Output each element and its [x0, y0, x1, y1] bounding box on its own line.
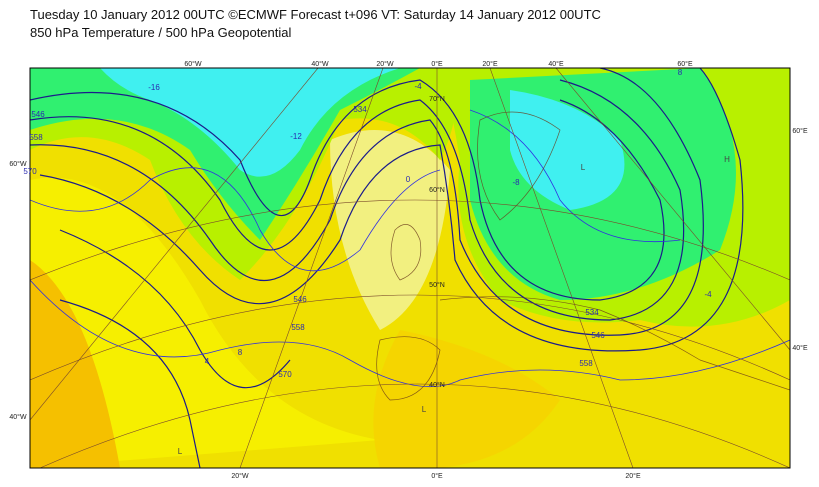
contour-label: 558 — [579, 359, 593, 368]
graticule-label: 60°E — [792, 127, 808, 135]
graticule-label: 20°E — [625, 472, 641, 480]
contour-label: 546 — [31, 110, 45, 119]
labels: 60°W 40°W 20°W 0°E 20°E 40°E 60°E60°W40°W60°E4… — [9, 60, 808, 480]
contour-label: 534 — [585, 308, 599, 317]
pressure-label: L — [422, 405, 427, 414]
geopotential-contours — [30, 68, 744, 468]
graticule — [30, 68, 790, 468]
contour-label: 570 — [278, 370, 292, 379]
pressure-label: H — [724, 155, 730, 164]
contour-label: -12 — [290, 132, 302, 141]
contour-label: 8 — [678, 68, 683, 77]
contour-label: 0 — [406, 175, 411, 184]
contour-label: 534 — [353, 105, 367, 114]
contour-label: -4 — [704, 290, 712, 299]
graticule-label: 20°W — [231, 472, 249, 480]
graticule-label: 60°W — [184, 60, 202, 68]
graticule-label: 40°W — [9, 413, 27, 421]
contour-label: 8 — [238, 348, 243, 357]
title: Tuesday 10 January 2012 00UTC ©ECMWF For… — [30, 7, 601, 22]
map-frame — [29, 67, 791, 469]
subtitle: 850 hPa Temperature / 500 hPa Geopotenti… — [30, 25, 292, 40]
graticule-label: 60°E — [677, 60, 693, 68]
contour-label: 570 — [23, 167, 37, 176]
contour-label: 558 — [29, 133, 43, 142]
graticule-label: 20°E — [482, 60, 498, 68]
pressure-label: L — [178, 447, 183, 456]
contour-label: 546 — [293, 295, 307, 304]
graticule-label: 40°E — [792, 344, 808, 352]
graticule-label: 40°W — [311, 60, 329, 68]
graticule-label: 50°N — [429, 281, 445, 289]
coastlines — [376, 111, 790, 401]
map-field — [30, 68, 790, 468]
graticule-label: 70°N — [429, 95, 445, 103]
pressure-label: L — [581, 163, 586, 172]
graticule-label: 60°N — [429, 186, 445, 194]
contour-label: 546 — [591, 331, 605, 340]
graticule-label: 40°E — [548, 60, 564, 68]
contour-label: 558 — [291, 323, 305, 332]
graticule-label: 20°W — [376, 60, 394, 68]
graticule-label: 0°E — [431, 60, 443, 68]
contour-label: -16 — [148, 83, 160, 92]
contour-label: 4 — [205, 357, 210, 366]
contour-label: -4 — [414, 82, 422, 91]
graticule-label: 0°E — [431, 472, 443, 480]
graticule-label: 40°N — [429, 381, 445, 389]
contour-label: -8 — [512, 178, 520, 187]
graticule-label: 60°W — [9, 160, 27, 168]
